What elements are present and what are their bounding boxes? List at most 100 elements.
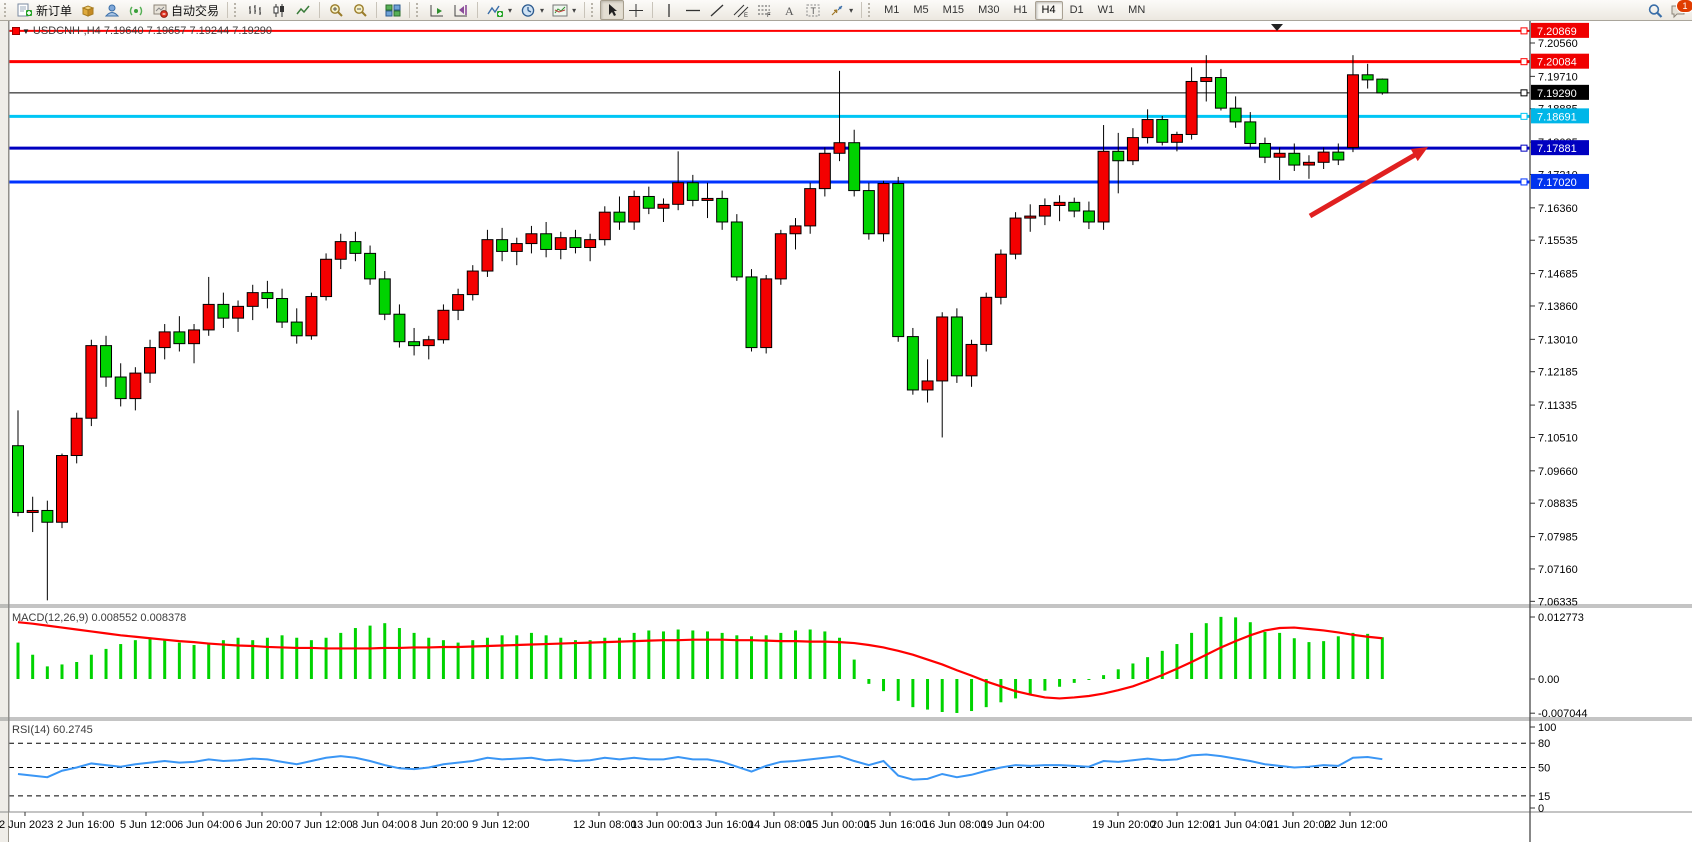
candle-bull (1097, 150, 1110, 223)
main-toolbar: 新订单 (0, 0, 1692, 21)
timeframe-D1[interactable]: D1 (1069, 3, 1084, 16)
notifications-button[interactable]: 1 (1670, 0, 1692, 19)
crosshair-icon (629, 3, 644, 17)
symbol-dropdown-icon[interactable]: ▼ (22, 27, 30, 36)
trendline-tool-button[interactable] (705, 0, 729, 20)
candle-bear (642, 195, 655, 209)
price-chart-canvas[interactable]: 7.205607.197107.188857.180357.172107.163… (0, 21, 1692, 842)
timeframe-M5[interactable]: M5 (913, 3, 929, 16)
price-line-handle[interactable] (1520, 178, 1528, 186)
time-label: 21 Jun 04:00 (1209, 819, 1273, 831)
price-badge-label: 7.20869 (1537, 26, 1577, 38)
trend-arrow-head[interactable] (1410, 147, 1428, 162)
vertical-line-tool-button[interactable] (657, 0, 681, 20)
new-order-button[interactable]: 新订单 (13, 0, 76, 20)
macd-values: 0.008552 0.008378 (91, 612, 187, 624)
candle-bull (422, 339, 435, 347)
timeframe-M30[interactable]: M30 (978, 3, 1000, 16)
candle-bull (877, 183, 890, 235)
candle-bull (26, 509, 39, 513)
candle-bear (745, 276, 758, 349)
dropdown-caret[interactable]: ▾ (540, 5, 545, 15)
candle-bull (760, 278, 773, 349)
candle-bear (41, 509, 54, 523)
svg-text:A: A (785, 4, 794, 18)
auto-trading-button[interactable]: 自动交易 (148, 0, 223, 20)
time-label: 12 Jun 08:00 (573, 819, 637, 831)
search-icon[interactable] (1647, 3, 1664, 19)
chart-shift-button[interactable] (449, 0, 473, 20)
indicators-button[interactable]: ▾ (482, 0, 516, 20)
rsi-label: RSI(14) 60.2745 (12, 724, 93, 736)
time-label: 16 Jun 08:00 (923, 819, 987, 831)
price-line-handle[interactable] (1520, 89, 1528, 97)
tile-windows-icon (385, 4, 401, 16)
candle-bear (1112, 150, 1125, 162)
rsi-name: RSI(14) (12, 724, 50, 736)
candle-bull (232, 305, 245, 319)
chart-shift-marker[interactable] (1271, 24, 1283, 31)
dropdown-caret[interactable]: ▾ (508, 5, 513, 15)
trend-arrow-shaft[interactable] (1308, 149, 1422, 219)
candle-bull (921, 380, 934, 391)
arrows-tool-icon (831, 5, 843, 15)
arrows-tool-button[interactable]: ▾ (825, 0, 857, 20)
zoom-in-button[interactable] (324, 0, 348, 20)
candle-bull (818, 152, 831, 190)
cursor-tool-button[interactable] (600, 0, 625, 20)
timeframe-M15[interactable]: M15 (942, 3, 965, 16)
tile-windows-button[interactable] (381, 0, 405, 20)
templates-button[interactable]: ▾ (548, 0, 580, 20)
price-line-handle[interactable] (1520, 58, 1528, 66)
gold-cube-icon (81, 4, 95, 17)
periods-button[interactable]: ▾ (516, 0, 548, 20)
timeframe-W1[interactable]: W1 (1097, 3, 1115, 16)
candle-bull (804, 188, 817, 227)
timeframe-H1[interactable]: H1 (1013, 3, 1028, 16)
chart-background[interactable] (9, 21, 1530, 842)
candle-bull (833, 142, 846, 154)
price-badge (1531, 140, 1589, 156)
time-label: 2 Jun 16:00 (57, 819, 115, 831)
candle-bear (1332, 151, 1345, 161)
price-line-handle[interactable] (1520, 144, 1528, 152)
candle-bull (1185, 80, 1198, 135)
price-badge-label: 7.19290 (1537, 88, 1577, 100)
dropdown-caret[interactable]: ▾ (572, 5, 577, 15)
price-tick-label: 7.08835 (1538, 498, 1578, 510)
auto-trading-icon (153, 4, 168, 18)
price-tick-label: 7.16360 (1538, 203, 1578, 215)
candle-bull (202, 303, 215, 331)
data-window-button[interactable] (100, 0, 124, 20)
periods-clock-icon (521, 3, 535, 17)
timeframe-M1[interactable]: M1 (884, 3, 900, 16)
zoom-out-button[interactable] (348, 0, 372, 20)
toolbar-separator (861, 2, 863, 18)
equidistant-channel-tool-button[interactable]: E (729, 0, 753, 20)
timeframe-H4[interactable]: H4 (1034, 0, 1063, 20)
depth-of-market-icon (104, 4, 120, 16)
text-label-tool-button[interactable]: T (801, 0, 825, 20)
dropdown-caret[interactable]: ▾ (849, 5, 854, 15)
toolbar-separator (376, 2, 378, 18)
horizontal-line-tool-button[interactable] (681, 0, 705, 20)
bar-chart-mode-button[interactable] (243, 0, 267, 20)
text-tool-button[interactable]: A (777, 0, 801, 20)
time-label: 13 Jun 16:00 (690, 819, 754, 831)
price-line-handle[interactable] (1520, 27, 1528, 35)
candlestick-mode-button[interactable] (267, 0, 291, 20)
crosshair-tool-button[interactable] (624, 0, 648, 20)
svg-text:F: F (767, 13, 771, 18)
timeframe-MN[interactable]: MN (1128, 3, 1146, 16)
auto-scroll-button[interactable] (425, 0, 449, 20)
time-label: 19 Jun 04:00 (981, 819, 1045, 831)
price-line-handle[interactable] (1520, 112, 1528, 120)
market-watch-button[interactable] (76, 0, 100, 20)
chart-window[interactable]: 7.205607.197107.188857.180357.172107.163… (0, 21, 1692, 842)
time-label: 20 Jun 12:00 (1151, 819, 1215, 831)
fibonacci-tool-button[interactable]: F (753, 0, 777, 20)
line-chart-mode-button[interactable] (291, 0, 315, 20)
signals-button[interactable] (124, 0, 148, 20)
candle-bull (320, 258, 333, 298)
candle-bear (906, 336, 919, 391)
